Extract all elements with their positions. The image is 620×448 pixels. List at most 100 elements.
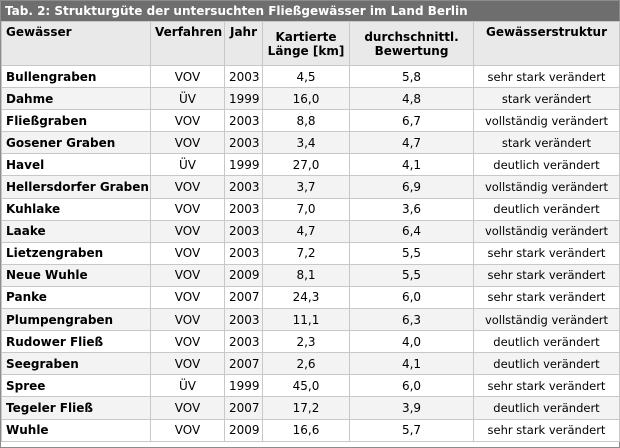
cell-gewaesser: Havel [1,153,151,177]
table-row: Dahme ÜV 1999 16,0 4,8 stark verändert [1,87,620,111]
cell-verfahren: VOV [150,418,225,442]
cell-verfahren: VOV [150,219,225,243]
cell-verfahren: VOV [150,308,225,332]
cell-gewaesser: Panke [1,285,151,310]
cell-bewertung: 4,8 [349,87,474,111]
cell-jahr: 2003 [224,308,263,332]
cell-struktur: stark verändert [473,131,620,155]
header-bewertung: durchschnittl. Bewertung [349,21,474,66]
cell-struktur: stark verändert [473,87,620,111]
cell-verfahren: VOV [150,109,225,133]
cell-jahr: 2003 [224,131,263,155]
cell-bewertung: 5,7 [349,418,474,442]
cell-verfahren: ÜV [150,153,225,177]
table-row: Seegraben VOV 2007 2,6 4,1 deutlich verändert [1,352,620,376]
cell-verfahren: VOV [150,352,225,376]
table-row: Plumpengraben VOV 2003 11,1 6,3 vollständig v… [1,308,620,332]
table-row: Spree ÜV 1999 45,0 6,0 sehr stark verändert [1,374,620,398]
cell-bewertung: 6,4 [349,219,474,243]
cell-verfahren: ÜV [150,374,225,398]
cell-jahr: 2003 [224,64,263,89]
cell-laenge: 17,2 [262,396,350,420]
cell-gewaesser: Dahme [1,87,151,111]
header-verfahren: Verfahren [150,21,225,66]
cell-jahr: 1999 [224,153,263,177]
cell-jahr: 2003 [224,241,263,265]
cell-verfahren: VOV [150,263,225,287]
cell-struktur: sehr stark verändert [473,241,620,265]
cell-jahr: 2009 [224,418,263,442]
cell-gewaesser: Wuhle [1,418,151,442]
cell-bewertung: 4,0 [349,330,474,354]
cell-verfahren: VOV [150,396,225,420]
table-caption: Tab. 2: Strukturgüte der untersuchten Fl… [1,1,619,21]
cell-bewertung: 4,7 [349,131,474,155]
cell-jahr: 2007 [224,285,263,310]
table-row: Tegeler Fließ VOV 2007 17,2 3,9 deutlich verä… [1,396,620,420]
cell-gewaesser: Kuhlake [1,197,151,221]
cell-gewaesser: Bullengraben [1,64,151,89]
cell-bewertung: 6,0 [349,374,474,398]
table-body: Bullengraben VOV 2003 4,5 5,8 sehr stark verä… [1,64,620,442]
cell-bewertung: 3,9 [349,396,474,420]
cell-laenge: 4,5 [262,64,350,89]
cell-struktur: deutlich verändert [473,330,620,354]
header-jahr: Jahr [224,21,263,66]
cell-gewaesser: Rudower Fließ [1,330,151,354]
cell-laenge: 16,6 [262,418,350,442]
cell-gewaesser: Fließgraben [1,109,151,133]
cell-laenge: 7,0 [262,197,350,221]
table-row: Panke VOV 2007 24,3 6,0 sehr stark verändert [1,285,620,310]
cell-bewertung: 5,8 [349,64,474,89]
header-gewaesser: Gewässer [1,21,151,66]
cell-gewaesser: Hellersdorfer Graben [1,175,151,199]
table-row: Bullengraben VOV 2003 4,5 5,8 sehr stark verä… [1,64,620,89]
cell-verfahren: VOV [150,64,225,89]
cell-struktur: deutlich verändert [473,153,620,177]
cell-gewaesser: Tegeler Fließ [1,396,151,420]
cell-struktur: sehr stark verändert [473,285,620,310]
cell-bewertung: 6,3 [349,308,474,332]
cell-gewaesser: Neue Wuhle [1,263,151,287]
cell-laenge: 27,0 [262,153,350,177]
cell-laenge: 2,3 [262,330,350,354]
cell-bewertung: 5,5 [349,241,474,265]
cell-bewertung: 3,6 [349,197,474,221]
cell-struktur: sehr stark verändert [473,263,620,287]
cell-jahr: 2003 [224,197,263,221]
cell-jahr: 1999 [224,374,263,398]
cell-laenge: 4,7 [262,219,350,243]
cell-gewaesser: Laake [1,219,151,243]
cell-gewaesser: Lietzengraben [1,241,151,265]
table-header: Gewässer Verfahren Jahr Kartierte Länge … [1,21,620,66]
table-row: Havel ÜV 1999 27,0 4,1 deutlich verändert [1,153,620,177]
cell-verfahren: VOV [150,285,225,310]
table-row: Kuhlake VOV 2003 7,0 3,6 deutlich verändert [1,197,620,221]
cell-bewertung: 4,1 [349,352,474,376]
cell-verfahren: ÜV [150,87,225,111]
cell-struktur: sehr stark verändert [473,374,620,398]
cell-gewaesser: Gosener Graben [1,131,151,155]
table-row: Hellersdorfer Graben VOV 2003 3,7 6,9 vollstä… [1,175,620,199]
cell-jahr: 2007 [224,352,263,376]
cell-gewaesser: Plumpengraben [1,308,151,332]
cell-jahr: 2003 [224,219,263,243]
cell-bewertung: 6,0 [349,285,474,310]
cell-struktur: sehr stark verändert [473,418,620,442]
cell-bewertung: 5,5 [349,263,474,287]
cell-laenge: 11,1 [262,308,350,332]
header-struktur: Gewässerstruktur [473,21,620,66]
table-row: Neue Wuhle VOV 2009 8,1 5,5 sehr stark veränd… [1,263,620,287]
cell-jahr: 2007 [224,396,263,420]
cell-gewaesser: Seegraben [1,352,151,376]
cell-verfahren: VOV [150,197,225,221]
cell-laenge: 7,2 [262,241,350,265]
cell-jahr: 2003 [224,330,263,354]
cell-laenge: 24,3 [262,285,350,310]
cell-struktur: deutlich verändert [473,197,620,221]
table-row: Rudower Fließ VOV 2003 2,3 4,0 deutlich verän… [1,330,620,354]
header-laenge: Kartierte Länge [km] [262,21,350,66]
cell-struktur: vollständig verändert [473,308,620,332]
cell-verfahren: VOV [150,241,225,265]
